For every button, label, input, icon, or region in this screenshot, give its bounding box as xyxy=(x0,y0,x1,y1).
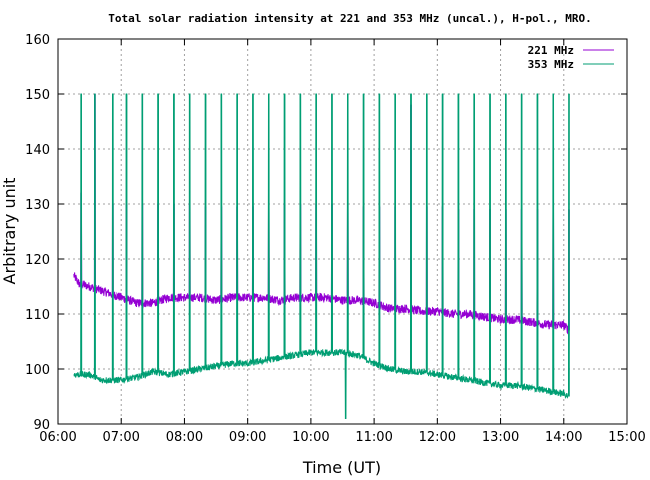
x-tick-label: 10:00 xyxy=(292,430,329,445)
y-axis-label: Arbitrary unit xyxy=(0,178,19,285)
legend: 221 MHz 353 MHz xyxy=(528,44,614,71)
grid xyxy=(58,39,627,424)
y-tick-label: 120 xyxy=(25,253,50,268)
series-line xyxy=(73,93,570,335)
x-tick-label: 09:00 xyxy=(229,430,266,445)
x-tick-label: 13:00 xyxy=(482,430,519,445)
y-axis: 90 100 110 120 130 140 150 160 xyxy=(25,33,627,433)
plot-frame xyxy=(57,38,628,425)
y-tick-label: 110 xyxy=(25,308,50,323)
legend-label-353-mhz: 353 MHz xyxy=(528,58,574,71)
chart-title: Total solar radiation intensity at 221 a… xyxy=(108,12,591,25)
x-tick-label: 12:00 xyxy=(419,430,456,445)
series-353-mhz xyxy=(73,93,570,419)
series-line xyxy=(73,93,570,419)
x-tick-label: 14:00 xyxy=(545,430,582,445)
y-tick-label: 150 xyxy=(25,88,50,103)
y-tick-label: 90 xyxy=(33,418,50,433)
x-tick-label: 06:00 xyxy=(39,430,76,445)
legend-label-221-mhz: 221 MHz xyxy=(528,44,574,57)
x-axis-label: Time (UT) xyxy=(302,458,381,477)
x-tick-label: 08:00 xyxy=(166,430,203,445)
x-tick-label: 15:00 xyxy=(608,430,645,445)
y-tick-label: 160 xyxy=(25,33,50,48)
y-tick-label: 130 xyxy=(25,198,50,213)
x-axis: 06:00 07:00 08:00 09:00 10:00 11:00 12:00 13:00… xyxy=(39,39,646,445)
x-tick-label: 07:00 xyxy=(102,430,139,445)
y-tick-label: 100 xyxy=(25,363,50,378)
series-221-mhz xyxy=(73,93,570,335)
y-tick-label: 140 xyxy=(25,143,50,158)
x-tick-label: 11:00 xyxy=(355,430,392,445)
